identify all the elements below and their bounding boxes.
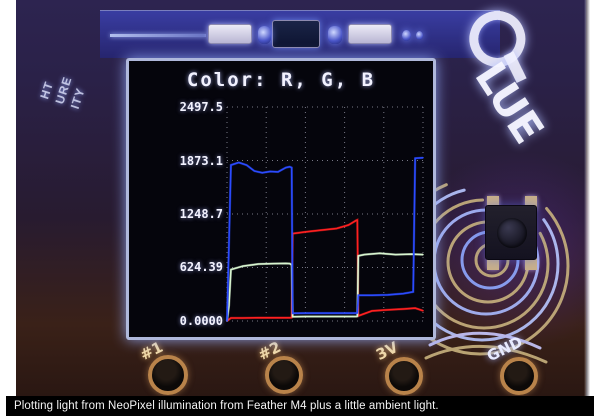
plot-title: Color: R, G, B bbox=[186, 69, 376, 91]
caption-bar: Plotting light from NeoPixel illuminatio… bbox=[6, 396, 594, 416]
component-sensor bbox=[272, 20, 320, 48]
component-led-4 bbox=[416, 31, 423, 40]
grid-lines bbox=[226, 106, 424, 322]
series-line-B bbox=[226, 157, 424, 322]
series-glow-R bbox=[226, 218, 424, 322]
pcb-trace bbox=[110, 34, 206, 37]
pad-3v bbox=[385, 357, 423, 395]
plot-svg bbox=[225, 106, 424, 322]
series-line-G bbox=[226, 252, 424, 322]
series-glow-G bbox=[225, 252, 424, 322]
pad-2 bbox=[265, 356, 303, 394]
component-led-1 bbox=[258, 26, 271, 44]
photo-left-margin bbox=[0, 0, 16, 396]
component-chip-2 bbox=[348, 24, 392, 44]
y-axis-labels: 2497.5 1873.1 1248.7 624.39 0.0000 bbox=[129, 61, 229, 337]
y-axis-tick-label: 1873.1 bbox=[179, 153, 223, 168]
pad-gnd bbox=[500, 357, 538, 395]
y-axis-tick-label: 0.0000 bbox=[179, 314, 223, 328]
component-led-2 bbox=[328, 26, 342, 44]
series-glow-B bbox=[225, 156, 424, 322]
y-axis-tick-label: 624.39 bbox=[179, 260, 223, 275]
lcd-screen-bezel: Color: R, G, B 2497.5 1873.1 1248.7 624.39 0… bbox=[126, 58, 436, 340]
plot-container: 2497.5 1873.1 1248.7 624.39 0.0000 bbox=[129, 61, 433, 337]
clue-logo-text: LUE bbox=[465, 53, 553, 152]
pad-1 bbox=[148, 355, 188, 395]
y-axis-tick-label: 2497.5 bbox=[179, 100, 223, 114]
photo-right-margin bbox=[584, 0, 600, 396]
clue-board-photo: HT URE ITY LUE bbox=[0, 0, 600, 396]
component-led-3 bbox=[402, 30, 411, 41]
component-chip-1 bbox=[208, 24, 252, 44]
plot-area bbox=[225, 106, 424, 322]
y-axis-tick-label: 1248.7 bbox=[179, 207, 223, 221]
series-line-R bbox=[226, 219, 424, 322]
lcd-screen: Color: R, G, B 2497.5 1873.1 1248.7 624.39 0… bbox=[129, 61, 433, 337]
hardware-button-b[interactable] bbox=[485, 205, 537, 260]
